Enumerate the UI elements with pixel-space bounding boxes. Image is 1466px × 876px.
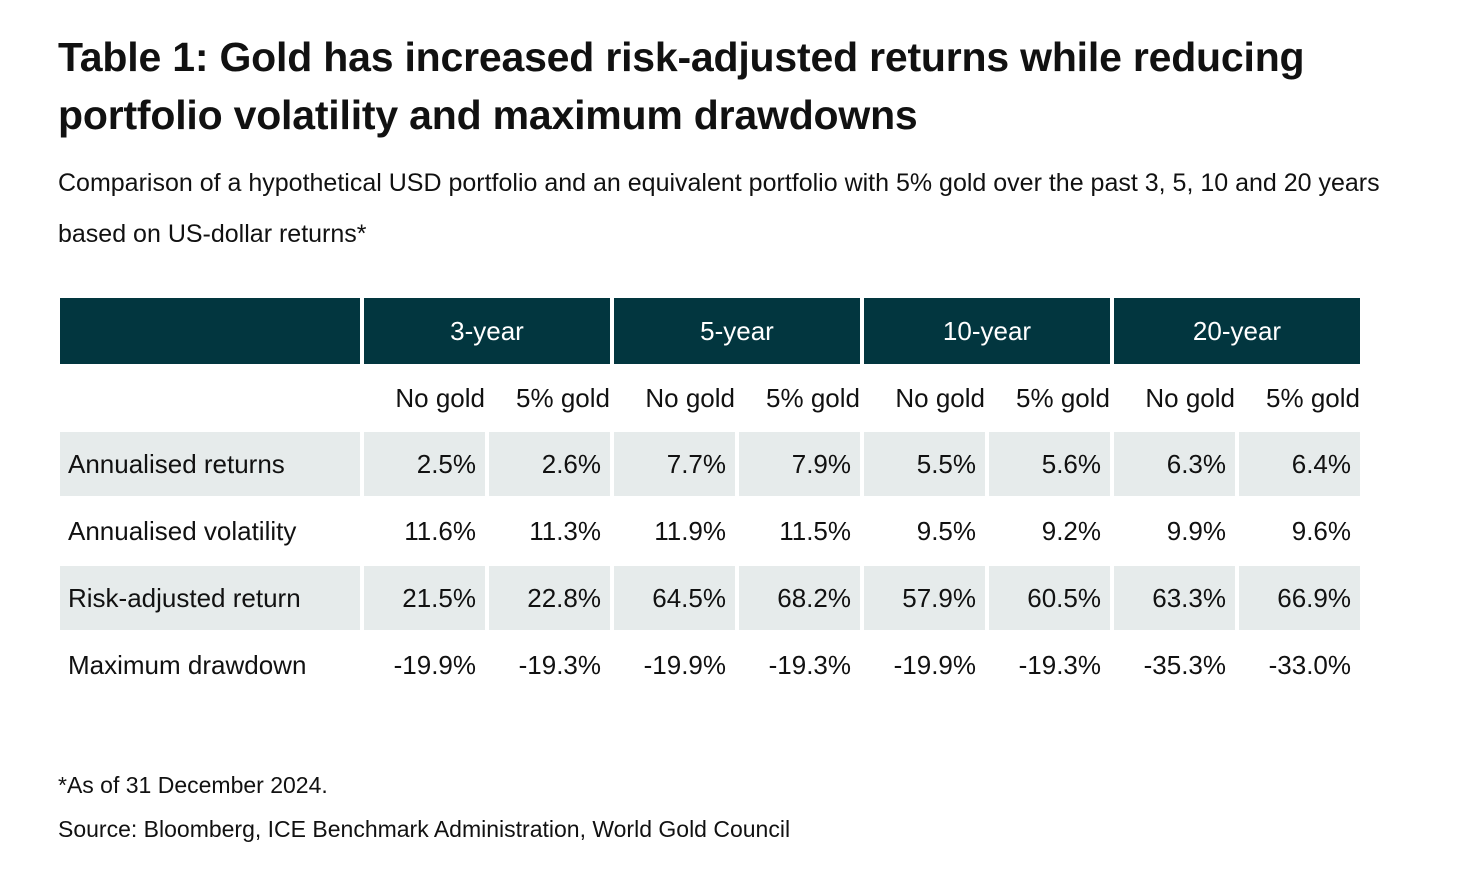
table-row: Risk-adjusted return 21.5% 22.8% 64.5% 6… [60, 566, 1360, 630]
period-header: 20-year [1114, 298, 1360, 364]
period-header-row: 3-year 5-year 10-year 20-year [60, 298, 1360, 364]
value-cell: 7.7% [614, 432, 735, 496]
table-row: Annualised volatility 11.6% 11.3% 11.9% … [60, 496, 1360, 566]
value-cell: -19.3% [1018, 649, 1101, 680]
subheader-cell: No gold [645, 382, 735, 413]
value-cell: 9.9% [1166, 515, 1226, 546]
value-cell: 9.5% [916, 515, 976, 546]
row-label: Annualised volatility [68, 515, 297, 546]
value-cell: -19.9% [393, 649, 476, 680]
value-cell: -19.9% [643, 649, 726, 680]
value-cell: 5.5% [864, 432, 985, 496]
value-cell: 64.5% [614, 566, 735, 630]
table-title: Table 1: Gold has increased risk-adjuste… [58, 34, 1305, 138]
table-subtitle: Comparison of a hypothetical USD portfol… [58, 169, 1380, 248]
value-cell: -19.3% [518, 649, 601, 680]
footnote: *As of 31 December 2024. [58, 772, 328, 798]
value-cell: 7.9% [739, 432, 860, 496]
value-cell: 21.5% [364, 566, 485, 630]
table-row: Maximum drawdown -19.9% -19.3% -19.9% -1… [60, 630, 1360, 700]
period-header: 10-year [864, 298, 1110, 364]
value-cell: 57.9% [864, 566, 985, 630]
value-cell: -35.3% [1143, 649, 1226, 680]
subheader-cell: No gold [1145, 382, 1235, 413]
value-cell: 63.3% [1114, 566, 1235, 630]
source-note: Source: Bloomberg, ICE Benchmark Adminis… [58, 816, 791, 842]
period-header: 5-year [614, 298, 860, 364]
subheader-cell: 5% gold [516, 382, 610, 413]
subheader-cell: 5% gold [1016, 382, 1110, 413]
value-cell: -19.9% [893, 649, 976, 680]
value-cell: 66.9% [1239, 566, 1360, 630]
value-cell: 11.9% [654, 515, 726, 546]
subheader-row: No gold 5% gold No gold 5% gold No gold … [60, 364, 1360, 432]
value-cell: 68.2% [739, 566, 860, 630]
value-cell: 60.5% [989, 566, 1110, 630]
page-content: Table 1: Gold has increased risk-adjuste… [58, 28, 1438, 842]
value-cell: 22.8% [489, 566, 610, 630]
value-cell: -33.0% [1268, 649, 1351, 680]
subheader-corner-cell [60, 364, 360, 432]
subheader-cell: 5% gold [1266, 382, 1360, 413]
value-cell: 5.6% [989, 432, 1110, 496]
row-label: Maximum drawdown [68, 649, 307, 680]
value-cell: 11.6% [404, 515, 476, 546]
value-cell: 2.5% [364, 432, 485, 496]
value-cell: 6.3% [1114, 432, 1235, 496]
value-cell: 9.2% [1041, 515, 1101, 546]
subheader-cell: No gold [395, 382, 485, 413]
value-cell: 11.5% [779, 515, 851, 546]
subheader-cell: 5% gold [766, 382, 860, 413]
value-cell: -19.3% [768, 649, 851, 680]
returns-table: 3-year 5-year 10-year 20-year No gold 5%… [56, 298, 1364, 700]
subheader-cell: No gold [895, 382, 985, 413]
value-cell: 9.6% [1291, 515, 1351, 546]
row-label: Risk-adjusted return [60, 566, 360, 630]
table-row: Annualised returns 2.5% 2.6% 7.7% 7.9% 5… [60, 432, 1360, 496]
period-header: 3-year [364, 298, 610, 364]
value-cell: 11.3% [529, 515, 601, 546]
row-label: Annualised returns [60, 432, 360, 496]
value-cell: 2.6% [489, 432, 610, 496]
header-corner-cell [60, 298, 360, 364]
value-cell: 6.4% [1239, 432, 1360, 496]
